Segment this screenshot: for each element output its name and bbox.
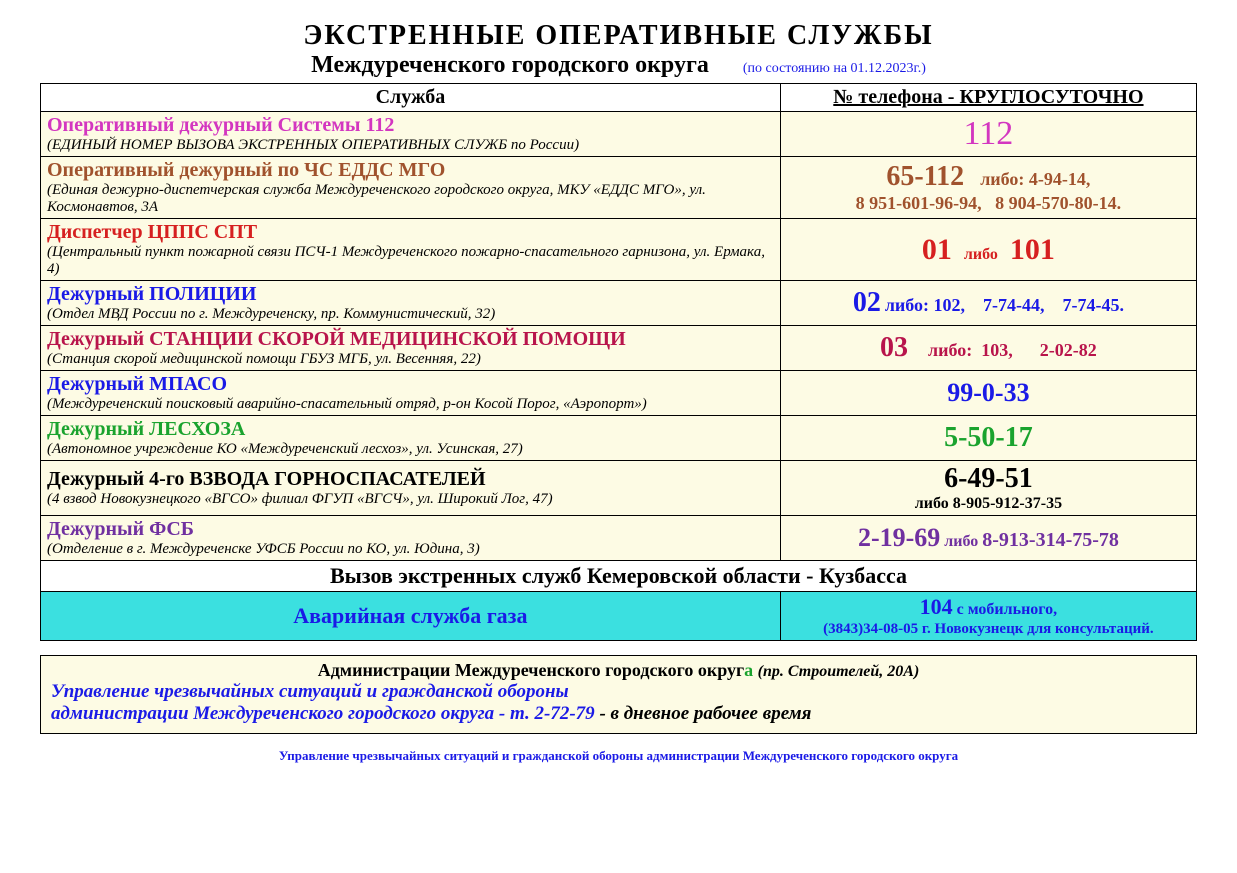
phone-cell: 01 либо 101 xyxy=(780,219,1196,281)
service-desc: (Центральный пункт пожарной связи ПСЧ-1 … xyxy=(47,244,774,278)
service-cell: Оперативный дежурный Системы 112(ЕДИНЫЙ … xyxy=(41,112,781,157)
service-title: Диспетчер ЦППС СПТ xyxy=(47,221,774,244)
table-row: Дежурный СТАНЦИИ СКОРОЙ МЕДИЦИНСКОЙ ПОМО… xyxy=(41,326,1197,371)
table-row: Дежурный 4-го ВЗВОДА ГОРНОСПАСАТЕЛЕЙ(4 в… xyxy=(41,461,1197,516)
service-title: Дежурный СТАНЦИИ СКОРОЙ МЕДИЦИНСКОЙ ПОМО… xyxy=(47,328,774,351)
service-cell: Дежурный 4-го ВЗВОДА ГОРНОСПАСАТЕЛЕЙ(4 в… xyxy=(41,461,781,516)
service-cell: Диспетчер ЦППС СПТ(Центральный пункт пож… xyxy=(41,219,781,281)
header-block: ЭКСТРЕННЫЕ ОПЕРАТИВНЫЕ СЛУЖБЫ Междуречен… xyxy=(40,20,1197,79)
table-row: Оперативный дежурный по ЧС ЕДДС МГО(Един… xyxy=(41,157,1197,219)
service-title: Дежурный МПАСО xyxy=(47,373,774,396)
page-subtitle: Междуреченского городского округа xyxy=(311,52,709,78)
service-desc: (Междуреченский поисковый аварийно-спаса… xyxy=(47,396,774,413)
table-row: Диспетчер ЦППС СПТ(Центральный пункт пож… xyxy=(41,219,1197,281)
service-cell: Оперативный дежурный по ЧС ЕДДС МГО(Един… xyxy=(41,157,781,219)
footer-title: Администрации Междуреченского городского… xyxy=(51,660,1186,681)
service-desc: (Автономное учреждение КО «Междуреченски… xyxy=(47,441,774,458)
table-row: Дежурный ПОЛИЦИИ(Отдел МВД России по г. … xyxy=(41,281,1197,326)
phone-cell: 02 либо: 102, 7-74-44, 7-74-45. xyxy=(780,281,1196,326)
emergency-table: Служба № телефона - КРУГЛОСУТОЧНО Операт… xyxy=(40,83,1197,641)
service-cell: Дежурный ПОЛИЦИИ(Отдел МВД России по г. … xyxy=(41,281,781,326)
footer-line1: Управление чрезвычайных ситуаций и гражд… xyxy=(51,681,1186,703)
service-title: Дежурный ПОЛИЦИИ xyxy=(47,283,774,306)
phone-cell: 65-112 либо: 4-94-14,8 951-601-96-94, 8 … xyxy=(780,157,1196,219)
phone-cell: 03 либо: 103, 2-02-82 xyxy=(780,326,1196,371)
footer-addr: (пр. Строителей, 20А) xyxy=(758,663,920,680)
table-row: Дежурный ЛЕСХОЗА(Автономное учреждение К… xyxy=(41,416,1197,461)
phone-cell: 6-49-51либо 8-905-912-37-35 xyxy=(780,461,1196,516)
service-cell: Дежурный ЛЕСХОЗА(Автономное учреждение К… xyxy=(41,416,781,461)
footer-line2: администрации Междуреченского городского… xyxy=(51,703,1186,725)
region-header-row: Вызов экстренных служб Кемеровской облас… xyxy=(41,561,1197,592)
table-row: Дежурный ФСБ(Отделение в г. Междуреченск… xyxy=(41,516,1197,561)
page-title: ЭКСТРЕННЫЕ ОПЕРАТИВНЫЕ СЛУЖБЫ xyxy=(40,20,1197,52)
service-title: Дежурный 4-го ВЗВОДА ГОРНОСПАСАТЕЛЕЙ xyxy=(47,468,774,491)
region-header-cell: Вызов экстренных служб Кемеровской облас… xyxy=(41,561,1197,592)
col-phone-header: № телефона - КРУГЛОСУТОЧНО xyxy=(780,84,1196,112)
subtitle-line: Междуреченского городского округа (по со… xyxy=(40,52,1197,79)
gas-phone-cell: 104 с мобильного,(3843)34-08-05 г. Новок… xyxy=(780,592,1196,641)
phone-cell: 99-0-33 xyxy=(780,371,1196,416)
phone-cell: 112 xyxy=(780,112,1196,157)
service-desc: (ЕДИНЫЙ НОМЕР ВЫЗОВА ЭКСТРЕННЫХ ОПЕРАТИВ… xyxy=(47,137,774,154)
table-row: Оперативный дежурный Системы 112(ЕДИНЫЙ … xyxy=(41,112,1197,157)
footer-line2-pre: администрации Междуреченского городского… xyxy=(51,703,535,724)
phone-cell: 5-50-17 xyxy=(780,416,1196,461)
service-desc: (Станция скорой медицинской помощи ГБУЗ … xyxy=(47,351,774,368)
date-note: (по состоянию на 01.12.2023г.) xyxy=(743,61,926,76)
service-cell: Дежурный СТАНЦИИ СКОРОЙ МЕДИЦИНСКОЙ ПОМО… xyxy=(41,326,781,371)
service-title: Дежурный ЛЕСХОЗА xyxy=(47,418,774,441)
gas-service-cell: Аварийная служба газа xyxy=(41,592,781,641)
service-desc: (4 взвод Новокузнецкого «ВГСО» филиал ФГ… xyxy=(47,491,774,508)
phone-cell: 2-19-69 либо 8-913-314-75-78 xyxy=(780,516,1196,561)
footer-title-a: а xyxy=(744,660,753,680)
footer-box: Администрации Междуреченского городского… xyxy=(40,655,1197,734)
footer-line2-post: - в дневное рабочее время xyxy=(595,703,812,724)
table-row: Дежурный МПАСО(Междуреченский поисковый … xyxy=(41,371,1197,416)
service-cell: Дежурный ФСБ(Отделение в г. Междуреченск… xyxy=(41,516,781,561)
service-title: Оперативный дежурный по ЧС ЕДДС МГО xyxy=(47,159,774,182)
service-desc: (Единая дежурно-диспетчерская служба Меж… xyxy=(47,182,774,216)
service-title: Оперативный дежурный Системы 112 xyxy=(47,114,774,137)
footer-line2-phone: 2-72-79 xyxy=(535,703,595,724)
gas-row: Аварийная служба газа104 с мобильного,(3… xyxy=(41,592,1197,641)
footer-title-pre: Администрации Междуреченского городского… xyxy=(318,660,744,680)
col-service-header: Служба xyxy=(41,84,781,112)
service-title: Дежурный ФСБ xyxy=(47,518,774,541)
bottom-credit: Управление чрезвычайных ситуаций и гражд… xyxy=(40,748,1197,764)
table-header-row: Служба № телефона - КРУГЛОСУТОЧНО xyxy=(41,84,1197,112)
service-desc: (Отдел МВД России по г. Междуреченску, п… xyxy=(47,306,774,323)
service-cell: Дежурный МПАСО(Междуреченский поисковый … xyxy=(41,371,781,416)
service-desc: (Отделение в г. Междуреченске УФСБ Росси… xyxy=(47,541,774,558)
